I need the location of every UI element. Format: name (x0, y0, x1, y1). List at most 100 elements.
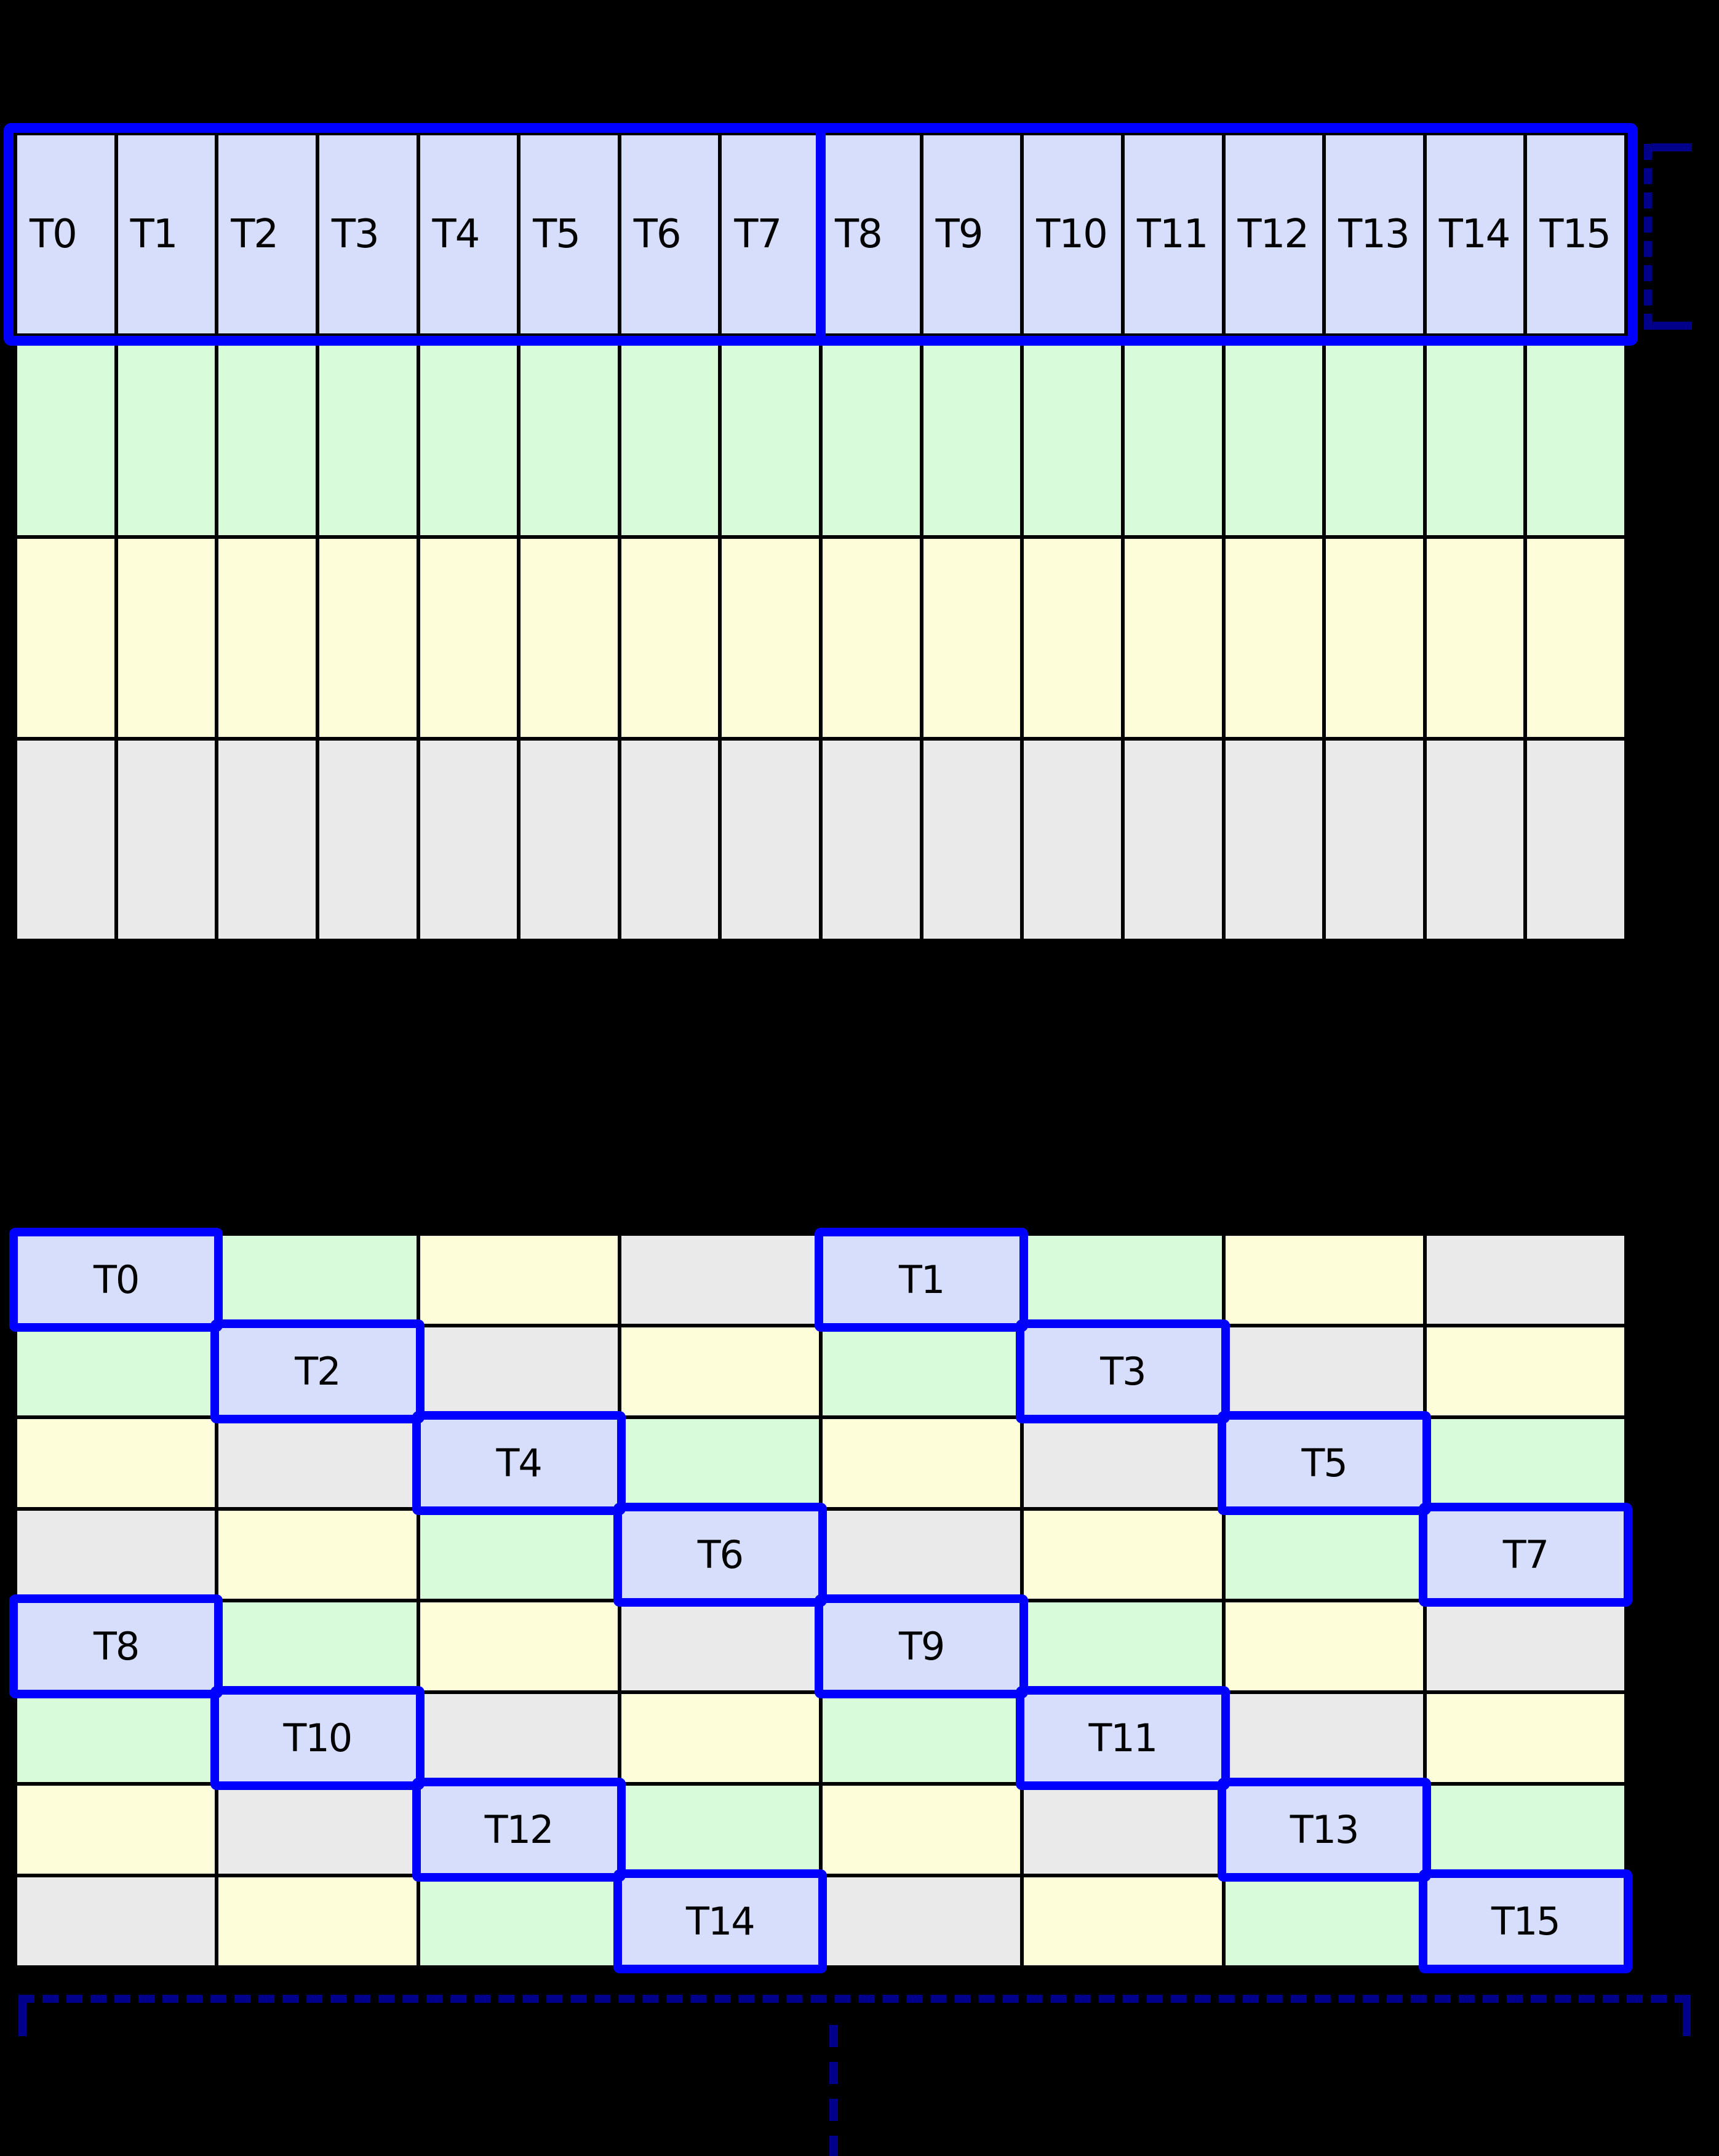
memory-word-cell (621, 1327, 819, 1415)
memory-word-cell (1527, 741, 1624, 939)
memory-span-bracket-right-tick (1683, 2000, 1691, 2036)
memory-word-cell (218, 1877, 417, 1965)
memory-word-cell (1225, 539, 1323, 737)
memory-word-cell (17, 1511, 215, 1599)
thread-cell-T12: T12 (1225, 135, 1323, 333)
thread-cell-T2: T2 (210, 1319, 425, 1423)
memory-word-cell (17, 1419, 215, 1507)
thread-cell-T9: T9 (923, 135, 1021, 333)
thread-cell-T12: T12 (412, 1778, 626, 1882)
thread-cell-T4: T4 (420, 135, 517, 333)
memory-word-cell (923, 539, 1021, 737)
thread-cell-T7: T7 (722, 135, 819, 333)
memory-word-cell (621, 337, 719, 535)
memory-word-cell (17, 741, 114, 939)
memory-word-cell (218, 1236, 417, 1324)
memory-word-cell (218, 1511, 417, 1599)
memory-word-cell (823, 1419, 1021, 1507)
memory-word-cell (621, 1786, 819, 1874)
thread-cell-T4: T4 (412, 1411, 626, 1515)
thread-cell-T14: T14 (613, 1869, 828, 1973)
memory-word-cell (1426, 1602, 1624, 1690)
memory-word-cell (1024, 1419, 1222, 1507)
memory-word-cell (823, 741, 920, 939)
thread-cell-T5: T5 (1217, 1411, 1432, 1515)
memory-word-cell (1426, 1236, 1624, 1324)
memory-word-cell (1426, 539, 1524, 737)
row-height-bracket-top-arm (1653, 143, 1692, 151)
thread-cell-T5: T5 (520, 135, 618, 333)
memory-word-cell (1426, 741, 1524, 939)
continuation-dashes-icon (829, 2025, 838, 2156)
memory-word-cell (1024, 1236, 1222, 1324)
memory-word-cell (420, 741, 517, 939)
memory-word-cell (621, 1236, 819, 1324)
memory-word-cell (218, 741, 316, 939)
memory-word-cell (17, 1786, 215, 1874)
memory-word-cell (823, 1327, 1021, 1415)
memory-word-cell (1024, 539, 1121, 737)
memory-word-cell (520, 539, 618, 737)
memory-word-cell (218, 337, 316, 535)
thread-cell-T14: T14 (1426, 135, 1524, 333)
memory-word-cell (520, 741, 618, 939)
memory-word-cell (823, 1511, 1021, 1599)
thread-cell-T8: T8 (9, 1594, 223, 1698)
thread-cell-T11: T11 (1016, 1686, 1230, 1790)
memory-word-cell (823, 1786, 1021, 1874)
row-height-bracket-icon (1644, 144, 1652, 330)
memory-word-cell (17, 1694, 215, 1782)
memory-word-cell (923, 741, 1021, 939)
thread-cell-T7: T7 (1418, 1503, 1633, 1607)
memory-word-cell (1024, 741, 1121, 939)
memory-word-cell (17, 539, 114, 737)
half-warp-divider (816, 125, 826, 343)
memory-word-cell (621, 741, 719, 939)
thread-cell-T2: T2 (218, 135, 316, 333)
memory-word-cell (1124, 337, 1222, 535)
memory-word-cell (1225, 1602, 1423, 1690)
memory-word-cell (520, 337, 618, 535)
memory-word-cell (1024, 1602, 1222, 1690)
memory-word-cell (1225, 1511, 1423, 1599)
memory-word-cell (1024, 1786, 1222, 1874)
memory-word-cell (1124, 539, 1222, 737)
memory-word-cell (1426, 1786, 1624, 1874)
memory-word-cell (118, 539, 215, 737)
memory-span-bracket-icon (18, 1995, 1691, 2003)
memory-word-cell (1426, 1419, 1624, 1507)
memory-word-cell (118, 741, 215, 939)
memory-word-cell (1225, 1694, 1423, 1782)
thread-cell-T10: T10 (1024, 135, 1121, 333)
memory-word-cell (1426, 1694, 1624, 1782)
memory-word-cell (1024, 1877, 1222, 1965)
thread-cell-T0: T0 (9, 1228, 223, 1332)
memory-word-cell (722, 741, 819, 939)
memory-span-bracket-left-tick (18, 2000, 26, 2036)
thread-cell-T3: T3 (1016, 1319, 1230, 1423)
thread-cell-T13: T13 (1326, 135, 1423, 333)
thread-cell-T0: T0 (17, 135, 114, 333)
memory-word-cell (1225, 1236, 1423, 1324)
thread-cell-T8: T8 (823, 135, 920, 333)
memory-word-cell (420, 337, 517, 535)
memory-word-cell (17, 1877, 215, 1965)
memory-word-cell (218, 1786, 417, 1874)
memory-word-cell (1024, 337, 1121, 535)
memory-word-cell (420, 1602, 618, 1690)
memory-word-cell (420, 1694, 618, 1782)
memory-word-cell (621, 539, 719, 737)
memory-word-cell (319, 337, 417, 535)
memory-word-cell (621, 1602, 819, 1690)
memory-word-cell (621, 1694, 819, 1782)
memory-word-cell (420, 1327, 618, 1415)
memory-word-cell (17, 1327, 215, 1415)
memory-word-cell (218, 1419, 417, 1507)
row-height-bracket-bottom-arm (1653, 322, 1692, 330)
memory-word-cell (1124, 741, 1222, 939)
thread-cell-T10: T10 (210, 1686, 425, 1790)
memory-word-cell (1326, 741, 1423, 939)
memory-word-cell (823, 1877, 1021, 1965)
memory-word-cell (1326, 337, 1423, 535)
memory-word-cell (319, 741, 417, 939)
